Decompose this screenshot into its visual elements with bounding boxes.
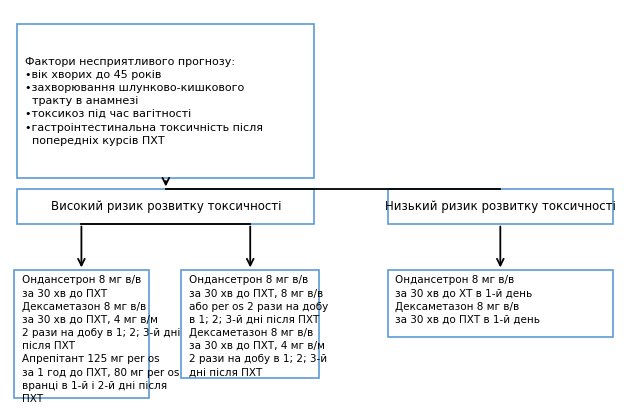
FancyBboxPatch shape	[17, 24, 315, 178]
FancyBboxPatch shape	[181, 270, 319, 377]
Text: Ондансетрон 8 мг в/в
за 30 хв до ПХТ, 8 мг в/в
або per os 2 рази на добу
в 1; 2;: Ондансетрон 8 мг в/в за 30 хв до ПХТ, 8 …	[189, 275, 328, 377]
FancyBboxPatch shape	[14, 270, 149, 398]
Text: Високий ризик розвитку токсичності: Високий ризик розвитку токсичності	[50, 200, 281, 213]
Text: Фактори несприятливого прогнозу:
•вік хворих до 45 років
•захворювання шлунково-: Фактори несприятливого прогнозу: •вік хв…	[25, 57, 263, 146]
Text: Ондансетрон 8 мг в/в
за 30 хв до ПХТ
Дексаметазон 8 мг в/в
за 30 хв до ПХТ, 4 мг: Ондансетрон 8 мг в/в за 30 хв до ПХТ Дек…	[22, 275, 180, 404]
FancyBboxPatch shape	[17, 189, 315, 224]
FancyBboxPatch shape	[388, 189, 613, 224]
FancyBboxPatch shape	[388, 270, 613, 337]
Text: Ондансетрон 8 мг в/в
за 30 хв до ХТ в 1-й день
Дексаметазон 8 мг в/в
за 30 хв до: Ондансетрон 8 мг в/в за 30 хв до ХТ в 1-…	[396, 275, 540, 325]
Text: Низький ризик розвитку токсичності: Низький ризик розвитку токсичності	[385, 200, 616, 213]
